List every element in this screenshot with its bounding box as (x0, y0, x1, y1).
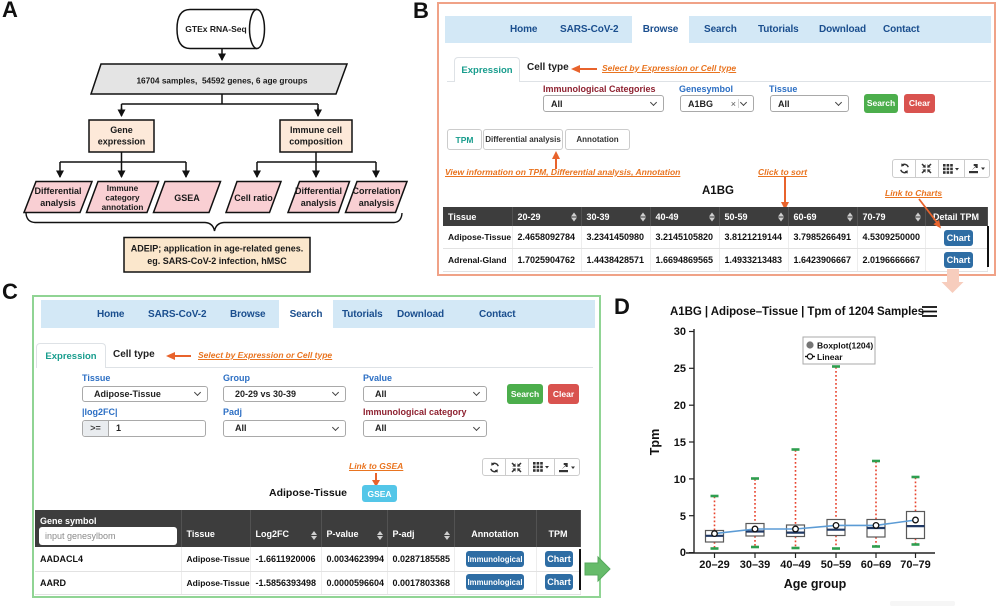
svg-text:50–59: 50–59 (821, 559, 852, 571)
svg-text:16704 samples, 54592 genes, 6: 16704 samples, 54592 genes, 6 age groups (136, 76, 307, 86)
svg-text:Differential: Differential (34, 186, 81, 196)
svg-text:expression: expression (98, 137, 146, 147)
svg-text:ADEIP; application in age-rela: ADEIP; application in age-related genes. (131, 244, 304, 254)
svg-text:Tpm: Tpm (648, 429, 662, 455)
svg-text:GTEx RNA-Seq: GTEx RNA-Seq (185, 24, 246, 34)
svg-text:composition: composition (289, 137, 343, 147)
svg-text:analysis: analysis (40, 198, 76, 208)
svg-text:20–29: 20–29 (699, 559, 730, 571)
svg-text:GSEA: GSEA (174, 193, 200, 203)
svg-text:30–39: 30–39 (740, 559, 771, 571)
svg-text:30: 30 (674, 326, 686, 338)
svg-text:category: category (105, 194, 140, 203)
svg-text:Differential: Differential (295, 186, 342, 196)
svg-text:Age group: Age group (784, 577, 847, 591)
svg-text:A1BG | Adipose–Tissue | Tpm of: A1BG | Adipose–Tissue | Tpm of 1204 Samp… (670, 306, 924, 318)
svg-text:10: 10 (674, 474, 686, 486)
svg-text:Cell ratio: Cell ratio (234, 193, 273, 203)
svg-text:Correlation: Correlation (352, 186, 400, 196)
svg-text:eg. SARS-CoV-2 infection, hMSC: eg. SARS-CoV-2 infection, hMSC (147, 256, 287, 266)
svg-text:analysis: analysis (301, 198, 337, 208)
svg-text:Linear: Linear (817, 352, 843, 362)
svg-text:25: 25 (674, 363, 686, 375)
svg-text:annotation: annotation (102, 203, 144, 212)
svg-text:analysis: analysis (359, 198, 395, 208)
svg-text:Immune: Immune (107, 184, 139, 193)
svg-text:20: 20 (674, 400, 686, 412)
svg-text:Boxplot(1204): Boxplot(1204) (817, 341, 873, 351)
svg-text:Immune cell: Immune cell (290, 125, 342, 135)
svg-text:0: 0 (680, 547, 686, 559)
svg-text:60–69: 60–69 (861, 559, 892, 571)
svg-text:5: 5 (680, 511, 686, 523)
svg-text:70–79: 70–79 (900, 559, 931, 571)
svg-text:Gene: Gene (110, 125, 133, 135)
svg-text:40–49: 40–49 (780, 559, 811, 571)
svg-text:15: 15 (674, 437, 686, 449)
